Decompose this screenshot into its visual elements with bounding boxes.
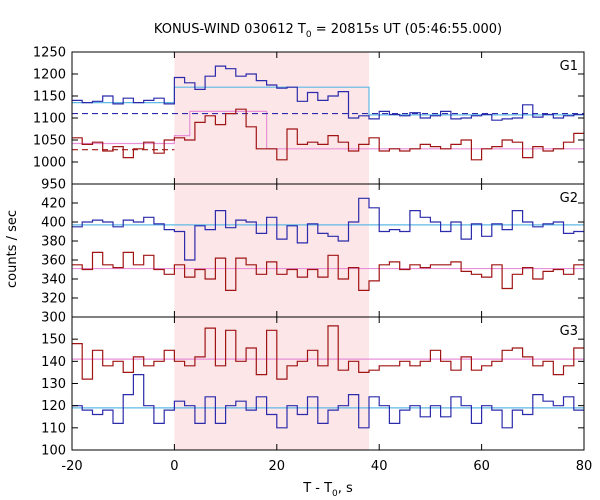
panel-g1-y-tick-label: 1150	[33, 90, 66, 105]
panel-g3-label: G3	[560, 324, 578, 339]
panel-g2-y-tick-label: 340	[41, 273, 66, 288]
panel-g2-y-tick-label: 420	[41, 197, 66, 212]
panel-g2-label: G2	[560, 191, 578, 206]
panel-g1-y-tick-label: 1200	[33, 68, 66, 83]
panel-g1-blue-series	[72, 65, 584, 121]
shaded-interval	[174, 52, 369, 450]
panel-g3-y-tick-label: 140	[41, 355, 66, 370]
x-tick-label: 20	[269, 459, 286, 474]
panel-g1-y-tick-label: 1250	[33, 46, 66, 61]
panel-g2-blue-series	[72, 197, 584, 261]
panel-g3-y-tick-label: 100	[41, 444, 66, 459]
panel-g2-y-tick-label: 400	[41, 216, 66, 231]
panel-g1-y-tick-label: 950	[41, 178, 66, 193]
panel-g2-y-tick-label: 380	[41, 235, 66, 250]
y-axis-label: counts / sec	[5, 210, 20, 288]
panel-g3-y-tick-label: 120	[41, 399, 66, 414]
panel-g2-y-tick-label: 300	[41, 311, 66, 326]
tick-layer: 950100010501100115012001250G130032034036…	[33, 46, 592, 475]
panel-g3-blue-series	[72, 374, 584, 429]
x-tick-label: 60	[473, 459, 490, 474]
shaded-interval-layer	[174, 52, 369, 450]
panel-g3-red-series	[72, 325, 584, 380]
panel-g1-y-tick-label: 1100	[33, 112, 66, 127]
panel-g3-y-tick-label: 150	[41, 333, 66, 348]
chart-title: KONUS-WIND 030612 T0 = 20815s UT (05:46:…	[154, 22, 502, 40]
panel-g1-pink-level	[72, 110, 584, 150]
series-layer	[72, 65, 584, 429]
x-tick-label: -20	[61, 459, 82, 474]
x-axis-label: T - T0, s	[302, 481, 353, 499]
panel-g1-y-tick-label: 1000	[33, 156, 66, 171]
panel-g2-red-series	[72, 251, 584, 291]
panel-g1-y-tick-label: 1050	[33, 134, 66, 149]
x-tick-label: 0	[170, 459, 178, 474]
panel-g3-y-tick-label: 110	[41, 421, 66, 436]
panel-g1-label: G1	[560, 59, 578, 74]
panel-g1-cyan-level	[72, 86, 584, 116]
panel-g2-y-tick-label: 320	[41, 292, 66, 307]
x-tick-label: 80	[576, 459, 593, 474]
panel-g2-y-tick-label: 360	[41, 254, 66, 269]
x-tick-label: 40	[371, 459, 388, 474]
panel-g1-red-series	[72, 108, 584, 161]
panel-g3-y-tick-label: 130	[41, 377, 66, 392]
